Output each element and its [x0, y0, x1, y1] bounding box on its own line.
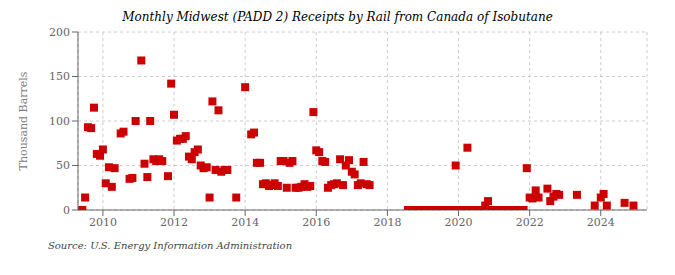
svg-text:2010: 2010: [89, 216, 117, 229]
svg-text:50: 50: [56, 159, 70, 172]
svg-text:2022: 2022: [516, 216, 544, 229]
svg-text:150: 150: [49, 70, 70, 83]
svg-text:2020: 2020: [445, 216, 473, 229]
html-text:Source: U.S. Energy Informatio: Source: U.S. Energy Information Administ…: [48, 240, 293, 251]
svg-text:2016: 2016: [302, 216, 330, 229]
svg-text:2014: 2014: [231, 216, 259, 229]
html-text:Monthly Midwest (PADD 2) Recei: Monthly Midwest (PADD 2) Receipts by Rai…: [122, 10, 553, 24]
svg-text:2012: 2012: [160, 216, 188, 229]
svg-text:2018: 2018: [373, 216, 401, 229]
svg-text:0: 0: [63, 204, 70, 217]
svg-text:100: 100: [49, 115, 70, 128]
svg-text:2024: 2024: [587, 216, 615, 229]
svg-text:Thousand Barrels: Thousand Barrels: [17, 71, 30, 170]
svg-text:200: 200: [49, 26, 70, 39]
